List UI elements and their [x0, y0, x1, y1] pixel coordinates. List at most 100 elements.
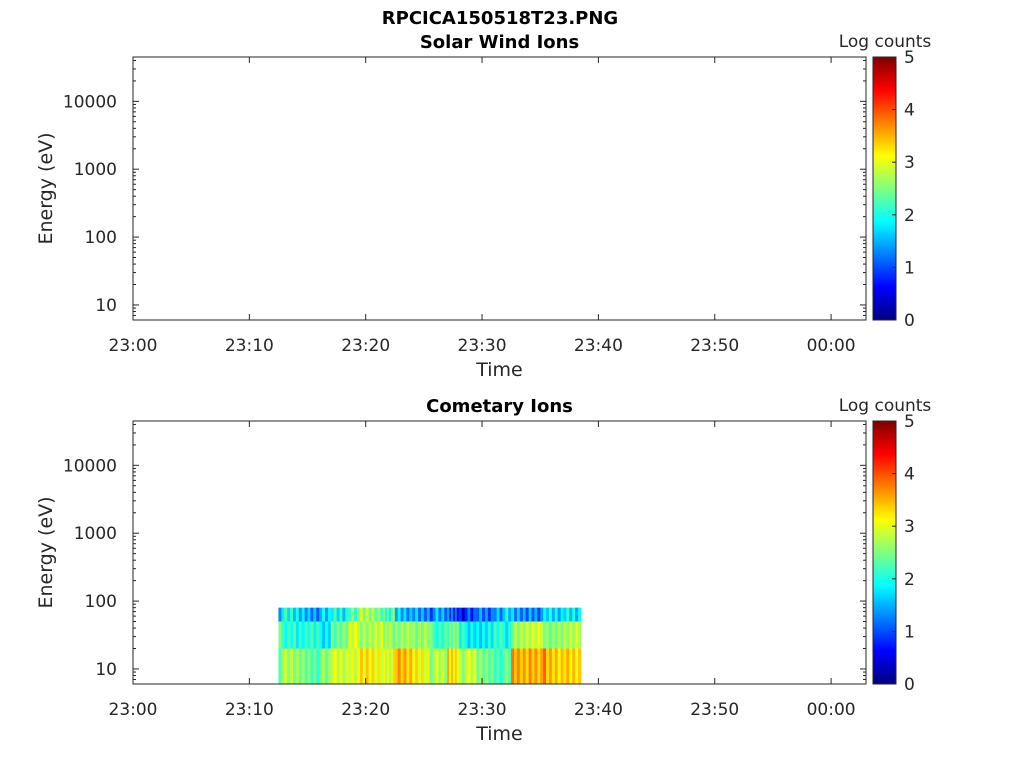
spectrogram-cell-mid	[339, 621, 343, 649]
spectrogram-cell-low	[351, 648, 355, 684]
spectrogram-cell-low	[575, 648, 579, 684]
spectrogram-cell-mid	[365, 621, 370, 649]
spectrogram-cell-mid	[327, 621, 332, 649]
spectrogram-cell-high	[511, 607, 515, 622]
spectrogram-cell-high	[534, 607, 538, 622]
colorbar-tick-label: 0	[904, 675, 915, 695]
spectrogram-cell-mid	[336, 621, 340, 649]
y-tick-label: 1000	[74, 160, 117, 180]
spectrogram-cell-low	[377, 648, 381, 684]
spectrogram-cell-mid	[548, 621, 553, 649]
spectrogram-cell-low	[304, 648, 308, 684]
colorbar-tick-label: 3	[904, 153, 915, 173]
spectrogram-cell-high	[569, 607, 573, 622]
spectrogram-cell-mid	[397, 621, 401, 649]
spectrogram-cell-high	[362, 607, 367, 622]
spectrogram-cell-high	[310, 607, 314, 622]
spectrogram-cell-high	[467, 607, 471, 622]
spectrogram-cell-high	[575, 607, 579, 622]
spectrogram-cell-low	[519, 648, 524, 684]
spectrogram-cell-low	[423, 648, 428, 684]
spectrogram-cell-high	[456, 607, 460, 622]
spectrogram-cell-low	[290, 648, 294, 684]
x-tick-label: 23:10	[225, 336, 274, 356]
spectrogram-cell-low	[476, 648, 480, 684]
spectrogram-cell-mid	[531, 621, 535, 649]
spectrogram-cell-low	[394, 648, 399, 684]
axes-frame	[132, 56, 867, 321]
spectrogram-cell-high	[560, 607, 564, 622]
spectrogram-cell-high	[563, 607, 567, 622]
spectrogram-cell-high	[473, 607, 477, 622]
spectrogram-cell-mid	[454, 621, 458, 649]
colorbar-tick-label: 2	[904, 206, 915, 226]
spectrogram-cell-low	[493, 648, 497, 684]
spectrogram-cell-high	[336, 607, 340, 622]
spectrogram-cell-low	[502, 648, 506, 684]
y-tick-label: 1000	[74, 524, 117, 544]
spectrogram-cell-low	[496, 648, 500, 684]
spectrogram-cell-high	[342, 607, 346, 622]
spectrogram-cell-low	[287, 648, 291, 684]
spectrogram-cell-high	[385, 607, 388, 622]
spectrogram-cell-low	[432, 648, 436, 684]
spectrogram-cell-mid	[435, 621, 439, 649]
spectrogram-cell-low	[418, 648, 422, 684]
spectrogram-cell-high	[420, 607, 425, 622]
spectrogram-cell-low	[473, 648, 477, 684]
spectrogram-cell-mid	[563, 621, 567, 649]
spectrogram-cell-mid	[519, 621, 524, 649]
spectrogram-cell-high	[397, 607, 401, 622]
spectrogram-cell-high	[447, 607, 450, 622]
spectrogram-cell-mid	[426, 621, 431, 649]
spectrogram-cell-mid	[511, 621, 515, 649]
spectrogram-data	[278, 607, 582, 684]
spectrogram-cell-high	[356, 607, 361, 622]
spectrogram-cell-high	[476, 607, 480, 622]
spectrogram-cell-low	[415, 648, 419, 684]
spectrogram-cell-high	[432, 607, 436, 622]
colorbar-tick-label: 1	[904, 622, 915, 642]
spectrogram-cell-low	[429, 648, 433, 684]
spectrogram-cell-low	[451, 648, 454, 684]
spectrogram-cell-mid	[322, 621, 326, 649]
spectrogram-cell-high	[403, 607, 407, 622]
spectrogram-cell-mid	[330, 621, 335, 649]
spectrogram-cell-mid	[333, 621, 338, 649]
spectrogram-cell-low	[464, 648, 468, 684]
spectrogram-cell-low	[342, 648, 346, 684]
spectrogram-cell-low	[333, 648, 338, 684]
y-tick-label: 100	[85, 592, 117, 612]
spectrogram-cell-low	[301, 648, 306, 684]
spectrogram-cell-high	[365, 607, 370, 622]
spectrogram-cell-high	[543, 607, 547, 622]
spectrogram-cell-mid	[572, 621, 576, 649]
spectrogram-cell-mid	[525, 621, 529, 649]
spectrogram-cell-low	[281, 648, 285, 684]
spectrogram-cell-mid	[356, 621, 361, 649]
spectrogram-cell-low	[551, 648, 556, 684]
spectrogram-cell-mid	[380, 621, 384, 649]
spectrogram-cell-low	[390, 648, 394, 684]
spectrogram-cell-high	[371, 607, 375, 622]
spectrogram-cell-low	[403, 648, 407, 684]
spectrogram-cell-low	[365, 648, 370, 684]
panel-title: Cometary Ions	[426, 396, 573, 417]
spectrogram-cell-high	[490, 607, 495, 622]
x-tick-label: 23:30	[458, 336, 507, 356]
spectrogram-cell-high	[316, 607, 320, 622]
x-tick-label: 23:40	[574, 336, 623, 356]
spectrogram-cell-mid	[348, 621, 352, 649]
spectrogram-cell-high	[298, 607, 303, 622]
x-tick-label: 23:00	[109, 700, 158, 720]
spectrogram-cell-low	[319, 648, 323, 684]
spectrogram-cell-low	[438, 648, 442, 684]
spectrogram-cell-low	[548, 648, 553, 684]
spectrogram-cell-low	[392, 648, 396, 684]
spectrogram-cell-high	[400, 607, 404, 622]
spectrogram-cell-low	[456, 648, 460, 684]
spectrogram-cell-high	[572, 607, 576, 622]
spectrogram-cell-mid	[569, 621, 573, 649]
spectrogram-cell-high	[551, 607, 556, 622]
